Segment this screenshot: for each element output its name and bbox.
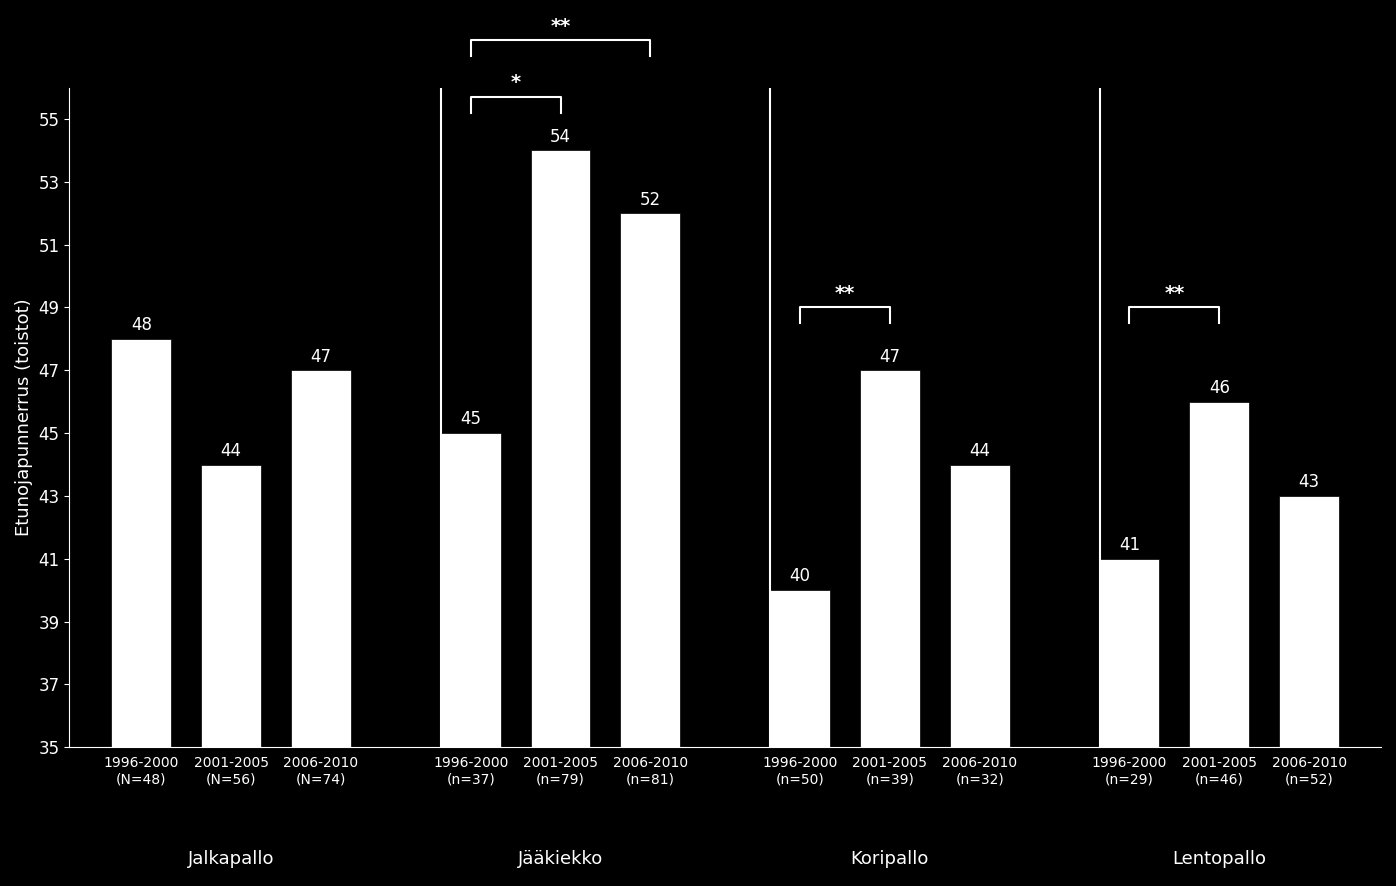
Bar: [290, 370, 350, 747]
Text: **: **: [1164, 284, 1184, 303]
Text: 46: 46: [1209, 379, 1230, 397]
Text: 47: 47: [879, 347, 900, 366]
Bar: [1100, 559, 1160, 747]
Text: *: *: [511, 74, 521, 92]
Text: 52: 52: [639, 190, 660, 208]
Text: **: **: [835, 284, 856, 303]
Bar: [949, 464, 1009, 747]
Text: Koripallo: Koripallo: [850, 850, 930, 867]
Text: **: **: [550, 17, 571, 35]
Text: 45: 45: [461, 410, 482, 429]
Bar: [112, 339, 172, 747]
Bar: [1279, 496, 1339, 747]
Text: 43: 43: [1298, 473, 1319, 491]
Bar: [201, 464, 261, 747]
Text: Jalkapallo: Jalkapallo: [188, 850, 275, 867]
Bar: [1189, 401, 1249, 747]
Bar: [771, 590, 831, 747]
Text: 54: 54: [550, 128, 571, 145]
Text: 44: 44: [221, 442, 242, 460]
Bar: [620, 214, 680, 747]
Y-axis label: Etunojapunnerrus (toistot): Etunojapunnerrus (toistot): [15, 299, 34, 536]
Bar: [530, 151, 591, 747]
Text: 40: 40: [790, 568, 811, 586]
Bar: [441, 433, 501, 747]
Text: 48: 48: [131, 316, 152, 334]
Text: 44: 44: [969, 442, 990, 460]
Text: 47: 47: [310, 347, 331, 366]
Text: 41: 41: [1120, 536, 1141, 554]
Bar: [860, 370, 920, 747]
Text: Lentopallo: Lentopallo: [1173, 850, 1266, 867]
Text: Jääkiekko: Jääkiekko: [518, 850, 603, 867]
